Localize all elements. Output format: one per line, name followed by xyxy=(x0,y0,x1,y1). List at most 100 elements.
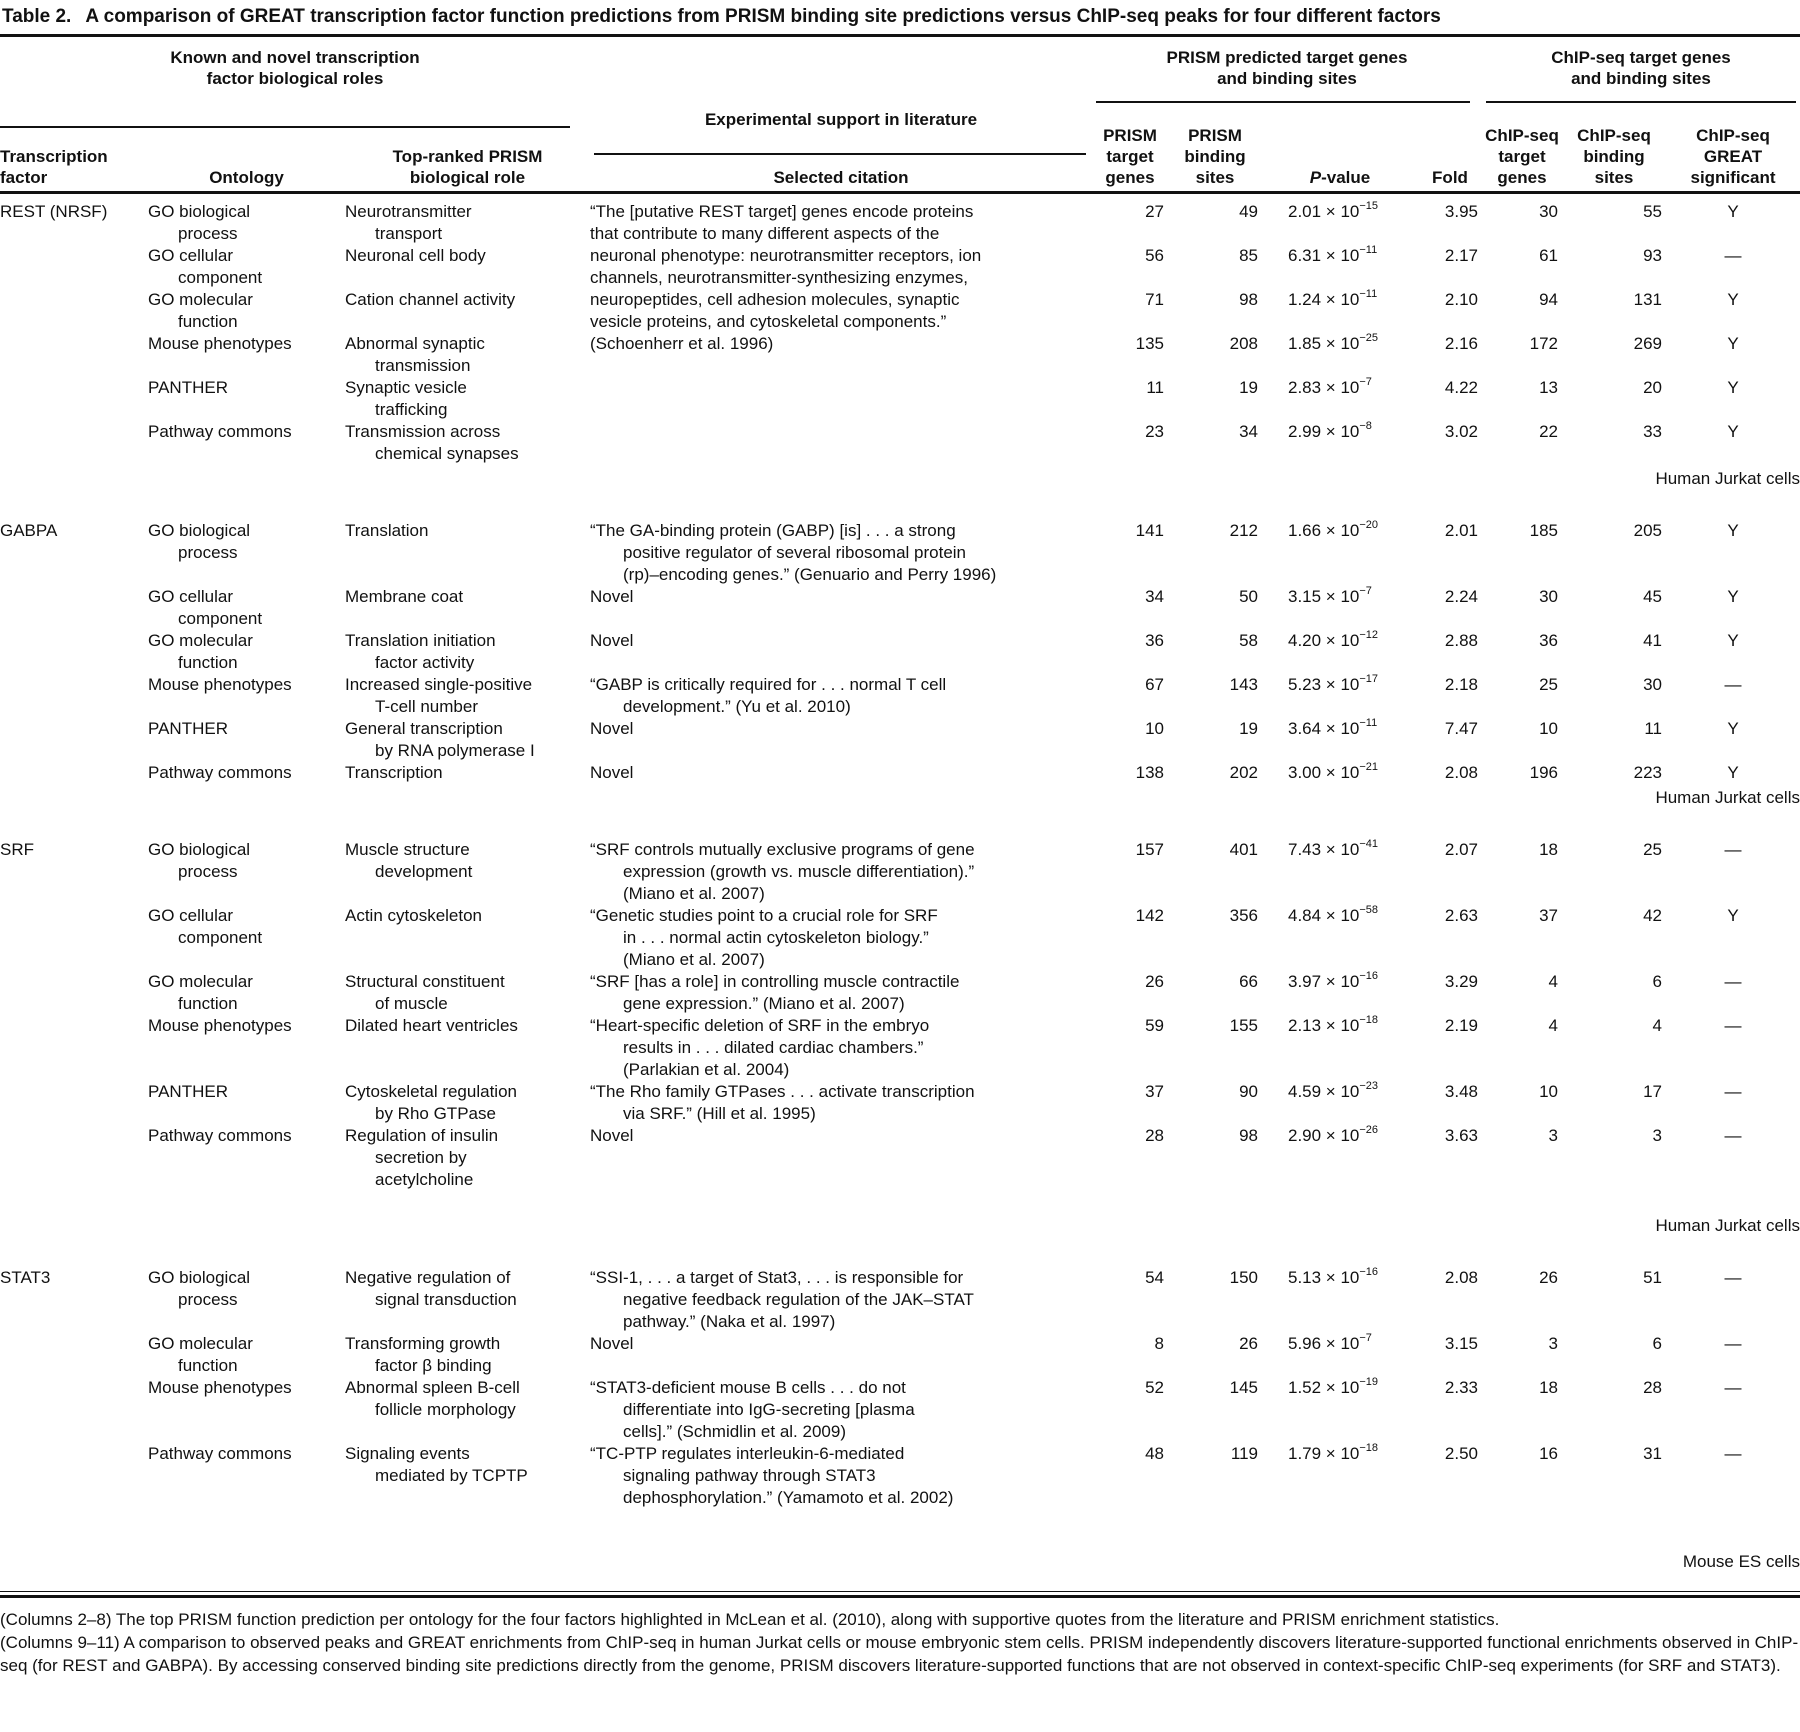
group-header-chipseq: ChIP-seq target genes and binding sites xyxy=(1551,48,1731,88)
pvalue-exponent: −58 xyxy=(1359,904,1379,917)
biological-role-cell: Signaling events mediated by TCPTP xyxy=(345,1444,528,1485)
prism-binding-sites-cell: 202 xyxy=(1229,763,1258,782)
pvalue-base: 3.64 × 10 xyxy=(1288,719,1360,738)
chipseq-target-genes-cell: 18 xyxy=(1539,840,1558,859)
table-bottom-rule xyxy=(0,1591,1800,1598)
table-row: Mouse phenotypes Abnormal synaptic transm… xyxy=(0,333,1800,377)
fold-cell: 4.22 xyxy=(1444,378,1478,397)
fold-cell: 7.47 xyxy=(1444,719,1478,738)
biological-role-cell: Membrane coat xyxy=(345,587,464,606)
biological-role-cell: Regulation of insulin secretion by acety… xyxy=(345,1126,499,1189)
chipseq-target-genes-cell: 4 xyxy=(1548,972,1558,991)
factor-cell xyxy=(0,1377,148,1443)
pvalue-base: 2.83 × 10 xyxy=(1288,378,1360,397)
citation-cell: Novel xyxy=(590,631,634,650)
prism-target-genes-cell: 71 xyxy=(1145,290,1164,309)
fold-cell: 2.01 xyxy=(1444,521,1478,540)
great-significant-cell: Y xyxy=(1727,521,1739,540)
table-row: Mouse phenotypes Dilated heart ventricles… xyxy=(0,1015,1800,1081)
ontology-cell: GO molecular function xyxy=(148,290,253,331)
pvalue-cell: 1.79 × 10−18 xyxy=(1262,1443,1418,1509)
pvalue-base: 6.31 × 10 xyxy=(1288,246,1360,265)
biological-role-cell: Cytoskeletal regulation by Rho GTPase xyxy=(345,1082,517,1123)
pvalue-base: 4.20 × 10 xyxy=(1288,631,1360,650)
table-title-text: A comparison of GREAT transcription fact… xyxy=(85,6,1441,27)
prism-binding-sites-cell: 208 xyxy=(1229,334,1258,353)
table-row: GO cellular component Actin cytoskeleton “… xyxy=(0,905,1800,971)
biological-role-cell: Muscle structure development xyxy=(345,840,473,881)
citation-cell: “SRF controls mutually exclusive program… xyxy=(590,840,975,903)
col-header-pvalue: P-value xyxy=(1309,168,1371,187)
chipseq-target-genes-cell: 10 xyxy=(1539,719,1558,738)
great-significant-cell: Y xyxy=(1727,334,1739,353)
group-rule-known-roles xyxy=(0,126,570,128)
prism-target-genes-cell: 56 xyxy=(1145,246,1164,265)
biological-role-cell: Abnormal spleen B-cell follicle morpholo… xyxy=(345,1378,520,1419)
biological-role-cell: Synaptic vesicle trafficking xyxy=(345,378,467,419)
citation-cell xyxy=(590,377,1092,421)
chipseq-binding-sites-cell: 17 xyxy=(1643,1082,1662,1101)
ontology-cell: PANTHER xyxy=(148,1082,228,1101)
factor-cell: STAT3 xyxy=(0,1268,51,1287)
chipseq-target-genes-cell: 25 xyxy=(1539,675,1558,694)
col-header-chipseq-target-genes: ChIP-seq target genes xyxy=(1485,126,1559,187)
table-row: Mouse phenotypes Abnormal spleen B-cell f… xyxy=(0,1377,1800,1443)
prism-binding-sites-cell: 19 xyxy=(1239,719,1258,738)
table-row: GO molecular function Translation initiat… xyxy=(0,630,1800,674)
great-significant-cell: — xyxy=(1724,1334,1742,1353)
prism-target-genes-cell: 141 xyxy=(1135,521,1164,540)
pvalue-base: 1.85 × 10 xyxy=(1288,334,1360,353)
prism-target-genes-cell: 67 xyxy=(1145,675,1164,694)
chipseq-target-genes-cell: 37 xyxy=(1539,906,1558,925)
citation-cell: Novel xyxy=(590,1126,634,1145)
factor-cell xyxy=(0,1333,148,1377)
col-header-transcription-factor: Transcription factor xyxy=(0,147,108,187)
prism-target-genes-cell: 37 xyxy=(1145,1082,1164,1101)
table-row: PANTHER Cytoskeletal regulation by Rho GT… xyxy=(0,1081,1800,1125)
pvalue-cell: 4.84 × 10−58 xyxy=(1262,905,1418,971)
group-rule-chipseq xyxy=(1486,101,1796,103)
prism-binding-sites-cell: 401 xyxy=(1229,840,1258,859)
chipseq-target-genes-cell: 94 xyxy=(1539,290,1558,309)
great-significant-cell: — xyxy=(1724,1016,1742,1035)
citation-cell: “Heart-specific deletion of SRF in the e… xyxy=(590,1016,930,1079)
pvalue-base: 5.96 × 10 xyxy=(1288,1334,1360,1353)
prism-binding-sites-cell: 66 xyxy=(1239,972,1258,991)
chipseq-binding-sites-cell: 28 xyxy=(1643,1378,1662,1397)
group-header-prism-predicted: PRISM predicted target genes and binding… xyxy=(1166,48,1408,88)
prism-binding-sites-cell: 85 xyxy=(1239,246,1258,265)
chipseq-binding-sites-cell: 93 xyxy=(1643,246,1662,265)
col-header-prism-target-genes: PRISM target genes xyxy=(1103,126,1157,187)
chipseq-binding-sites-cell: 6 xyxy=(1652,1334,1662,1353)
table-row: GO molecular function Cation channel acti… xyxy=(0,289,1800,333)
factor-cell xyxy=(0,1081,148,1125)
chipseq-binding-sites-cell: 205 xyxy=(1633,521,1662,540)
group-header-experimental-support: Experimental support in literature xyxy=(704,110,978,129)
fold-cell: 2.10 xyxy=(1444,290,1478,309)
pvalue-base: 4.84 × 10 xyxy=(1288,906,1360,925)
ontology-cell: GO biological process xyxy=(148,840,251,881)
chipseq-target-genes-cell: 61 xyxy=(1539,246,1558,265)
fold-cell: 2.33 xyxy=(1444,1378,1478,1397)
fold-cell: 3.63 xyxy=(1444,1126,1478,1145)
chipseq-target-genes-cell: 36 xyxy=(1539,631,1558,650)
factor-section: “The [putative REST target] genes encode… xyxy=(0,201,1800,490)
chipseq-target-genes-cell: 185 xyxy=(1529,521,1558,540)
chipseq-target-genes-cell: 10 xyxy=(1539,1082,1558,1101)
biological-role-cell: Transmission across chemical synapses xyxy=(345,422,519,463)
pvalue-cell: 5.23 × 10−17 xyxy=(1262,674,1418,718)
table-row: Mouse phenotypes Increased single-positiv… xyxy=(0,674,1800,718)
chipseq-target-genes-cell: 26 xyxy=(1539,1268,1558,1287)
prism-target-genes-cell: 36 xyxy=(1145,631,1164,650)
ontology-cell: Pathway commons xyxy=(148,1126,292,1145)
pvalue-exponent: −12 xyxy=(1359,629,1379,642)
chipseq-target-genes-cell: 30 xyxy=(1539,587,1558,606)
fold-cell: 2.17 xyxy=(1444,246,1478,265)
factor-cell xyxy=(0,630,148,674)
pvalue-cell: 4.20 × 10−12 xyxy=(1262,630,1418,674)
prism-target-genes-cell: 48 xyxy=(1145,1444,1164,1463)
col-header-great-significant: ChIP-seq GREAT significant xyxy=(1690,126,1776,187)
fold-cell: 2.24 xyxy=(1444,587,1478,606)
factor-cell xyxy=(0,586,148,630)
fold-cell: 2.50 xyxy=(1444,1444,1478,1463)
